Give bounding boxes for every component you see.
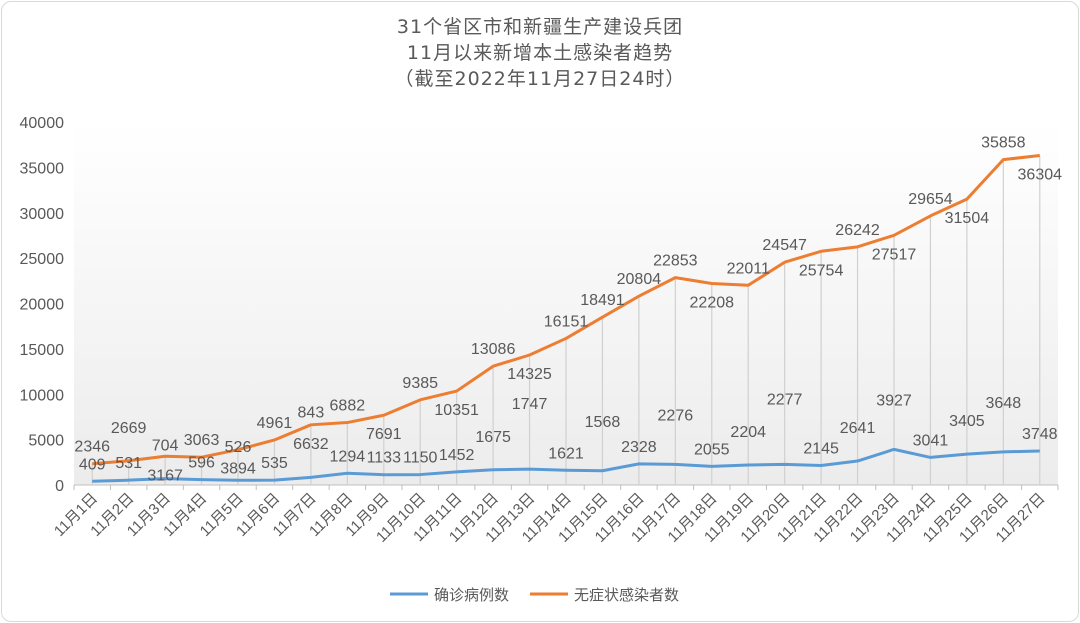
- confirmed-data-label: 2204: [730, 424, 766, 441]
- asymptomatic-data-label: 22011: [727, 260, 770, 277]
- asymptomatic-data-label: 3894: [220, 461, 256, 478]
- confirmed-data-label: 2145: [803, 441, 839, 458]
- y-tick-label: 40000: [20, 115, 65, 132]
- confirmed-data-label: 3748: [1022, 426, 1058, 443]
- asymptomatic-data-label: 2346: [74, 439, 110, 456]
- legend: 确诊病例数 无症状感染者数: [390, 586, 679, 604]
- chart-title-line-1: 31个省区市和新疆生产建设兵团: [396, 16, 684, 38]
- confirmed-data-label: 2641: [840, 420, 876, 437]
- confirmed-data-label: 535: [261, 455, 288, 472]
- y-tick-label: 35000: [20, 160, 65, 177]
- confirmed-data-label: 526: [225, 439, 252, 456]
- confirmed-data-label: 1133: [367, 450, 402, 467]
- confirmed-data-label: 1452: [439, 447, 475, 464]
- legend-label-confirmed: 确诊病例数: [434, 586, 509, 604]
- asymptomatic-data-label: 22208: [690, 294, 735, 311]
- confirmed-data-label: 704: [152, 438, 179, 455]
- confirmed-data-label: 3041: [913, 432, 949, 449]
- chart-title-line-2: 11月以来新增本土感染者趋势: [406, 42, 674, 64]
- y-tick-label: 30000: [20, 206, 65, 223]
- confirmed-data-label: 2055: [694, 441, 730, 458]
- asymptomatic-data-label: 24547: [762, 237, 807, 254]
- asymptomatic-data-label: 13086: [471, 341, 516, 358]
- confirmed-data-label: 3405: [949, 413, 985, 430]
- confirmed-data-label: 2328: [621, 439, 657, 456]
- asymptomatic-data-label: 25754: [799, 262, 844, 279]
- confirmed-data-label: 3648: [986, 395, 1022, 412]
- asymptomatic-data-label: 3167: [147, 467, 183, 484]
- asymptomatic-data-label: 6632: [293, 436, 329, 453]
- confirmed-data-label: 2277: [767, 391, 803, 408]
- legend-label-asymptomatic: 无症状感染者数: [574, 586, 679, 604]
- y-tick-label: 25000: [20, 251, 65, 268]
- confirmed-data-label: 531: [115, 455, 142, 472]
- asymptomatic-data-label: 2669: [111, 420, 147, 437]
- asymptomatic-data-label: 26242: [835, 222, 880, 239]
- confirmed-data-label: 1675: [475, 429, 511, 446]
- y-tick-label: 15000: [20, 342, 65, 359]
- y-tick-label: 0: [55, 478, 64, 495]
- asymptomatic-data-label: 18491: [580, 292, 625, 309]
- confirmed-data-label: 1294: [330, 448, 366, 465]
- asymptomatic-data-label: 22853: [653, 253, 698, 270]
- asymptomatic-data-label: 31504: [945, 210, 990, 227]
- confirmed-line: [92, 447, 1040, 483]
- asymptomatic-data-label: 3063: [184, 432, 220, 449]
- y-tick-label: 10000: [20, 387, 65, 404]
- asymptomatic-data-label: 36304: [1018, 167, 1063, 184]
- asymptomatic-data-label: 29654: [908, 191, 953, 208]
- asymptomatic-data-label: 14325: [507, 366, 552, 383]
- confirmed-data-label: 1747: [512, 396, 548, 413]
- asymptomatic-data-label: 10351: [434, 402, 479, 419]
- asymptomatic-data-label: 4961: [257, 415, 293, 432]
- confirmed-data-label: 3927: [876, 392, 912, 409]
- confirmed-data-label: 843: [298, 404, 325, 421]
- confirmed-data-label: 1621: [548, 445, 584, 462]
- asymptomatic-data-label: 7691: [366, 426, 402, 443]
- confirmed-data-label: 1150: [403, 450, 438, 467]
- asymptomatic-data-label: 16151: [544, 313, 589, 330]
- confirmed-data-label: 2276: [658, 407, 694, 424]
- y-tick-label: 5000: [28, 433, 64, 450]
- asymptomatic-data-label: 6882: [330, 398, 366, 415]
- confirmed-data-label: 1568: [585, 414, 621, 431]
- chart-title-line-3: （截至2022年11月27日24时）: [394, 68, 686, 90]
- asymptomatic-data-label: 9385: [402, 375, 438, 392]
- asymptomatic-data-label: 20804: [617, 271, 662, 288]
- asymptomatic-data-label: 27517: [872, 246, 917, 263]
- confirmed-data-label: 596: [188, 455, 215, 472]
- asymptomatic-data-label: 35858: [981, 135, 1026, 152]
- asymptomatic-line: [92, 154, 1040, 466]
- y-tick-label: 20000: [20, 297, 65, 314]
- confirmed-data-label: 409: [79, 456, 106, 473]
